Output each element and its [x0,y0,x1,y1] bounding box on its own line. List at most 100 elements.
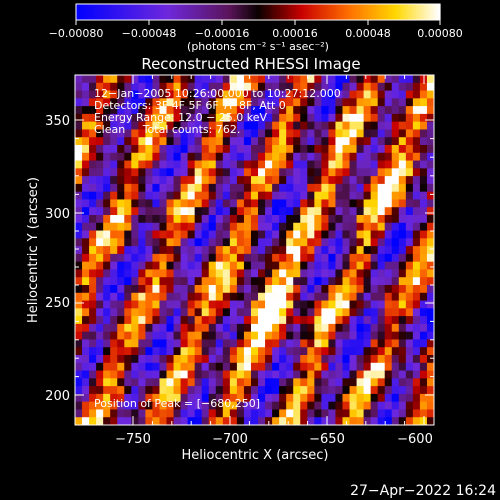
heatmap-cell [335,90,343,99]
colorbar-segment [398,4,401,20]
heatmap-cell [377,378,386,387]
heatmap-cell [82,292,90,302]
heatmap-cell [419,308,428,317]
heatmap-cell [265,292,273,302]
colorbar-segment [92,4,95,20]
heatmap-cell [96,261,104,270]
heatmap-cell [159,191,168,200]
heatmap-cell [307,331,315,340]
heatmap-cell [117,316,125,325]
colorbar-segment [300,4,303,20]
heatmap-cell [208,113,217,123]
heatmap-cell [384,261,393,270]
heatmap-cell [258,393,266,403]
colorbar-segment [332,4,335,20]
heatmap-cell [201,378,210,387]
heatmap-cell [363,261,372,270]
heatmap-cell [103,106,111,115]
colorbar-segment [146,4,149,20]
heatmap-cell [342,121,351,130]
colorbar-segment [112,4,115,20]
heatmap-cell [173,168,182,177]
colorbar-segment [180,4,183,20]
heatmap-cell [117,152,125,162]
heatmap-cell [307,183,315,193]
heatmap-cell [342,152,351,162]
heatmap-cell [103,199,111,208]
heatmap-cell [250,238,259,247]
heatmap-cell [384,370,393,379]
heatmap-cell [412,168,421,177]
heatmap-cell [363,355,372,364]
heatmap-cell [419,176,428,185]
heatmap-cell [236,378,245,387]
heatmap-cell [222,106,231,115]
heatmap-cell [286,137,294,146]
heatmap-cell [124,362,132,372]
heatmap-cell [370,207,379,216]
heatmap-cell [293,386,301,395]
heatmap-cell [173,401,182,410]
heatmap-cell [229,316,238,325]
heatmap-cell [243,90,252,99]
colorbar-segment [136,4,139,20]
heatmap-cell [258,300,266,309]
colorbar-segment [302,4,305,20]
heatmap-cell [391,347,400,356]
colorbar-segment [208,4,211,20]
heatmap-cell [103,82,111,92]
heatmap-cell [300,176,308,185]
heatmap-cell [236,176,245,185]
heatmap-cell [265,230,273,239]
heatmap-cell [279,246,287,255]
colorbar-segment [410,4,413,20]
heatmap-cell [243,207,252,216]
heatmap-cell [75,355,83,364]
heatmap-cell [328,261,336,270]
heatmap-cell [89,409,97,418]
heatmap-cell [131,145,139,154]
heatmap-cell [300,191,308,200]
heatmap-cell [236,417,245,426]
heatmap-cell [131,300,139,309]
heatmap-cell [117,292,125,302]
heatmap-cell [384,199,393,208]
heatmap-cell [82,152,90,162]
heatmap-cell [201,331,210,340]
heatmap-cell [103,230,111,239]
heatmap-cell [293,238,301,247]
heatmap-cell [272,137,280,146]
heatmap-cell [222,409,231,418]
heatmap-cell [258,129,266,138]
heatmap-cell [124,215,132,224]
heatmap-cell [377,207,386,216]
heatmap-cell [124,152,132,162]
heatmap-cell [96,285,104,294]
colorbar-segment [84,4,87,20]
heatmap-cell [159,176,168,185]
heatmap-cell [180,106,189,115]
heatmap-cell [229,261,238,270]
heatmap-cell [117,129,125,138]
heatmap-cell [194,316,203,325]
heatmap-cell [405,285,414,294]
heatmap-cell [370,160,379,169]
heatmap-cell [328,409,336,418]
heatmap-cell [300,183,308,193]
heatmap-cell [159,106,168,115]
heatmap-cell [222,207,231,216]
heatmap-cell [405,246,414,255]
heatmap-cell [356,378,365,387]
heatmap-cell [243,339,252,348]
heatmap-cell [194,129,203,138]
heatmap-cell [75,176,83,185]
heatmap-cell [272,207,280,216]
heatmap-cell [335,246,343,255]
heatmap-cell [300,378,308,387]
heatmap-cell [75,378,83,387]
heatmap-cell [419,323,428,333]
heatmap-cell [173,191,182,200]
heatmap-cell [377,215,386,224]
heatmap-cell [215,409,224,418]
